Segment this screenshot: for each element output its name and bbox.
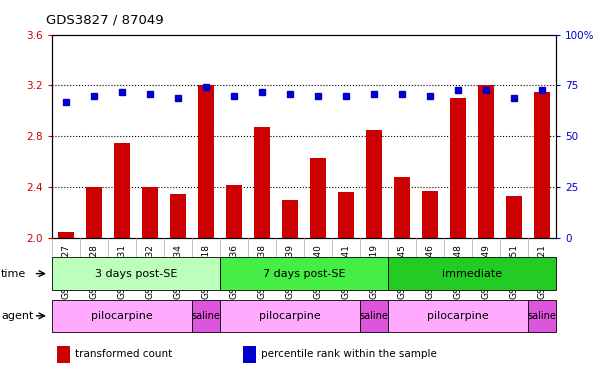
Bar [310,158,326,238]
Bar [57,346,70,363]
Bar [534,92,550,238]
Bar [366,130,382,238]
Bar [170,194,186,238]
Bar [220,257,388,290]
Bar [142,187,158,238]
Bar [192,300,220,332]
Text: transformed count: transformed count [75,349,172,359]
Bar [360,300,388,332]
Bar [198,86,214,238]
Bar [243,346,256,363]
Text: GDS3827 / 87049: GDS3827 / 87049 [46,13,164,26]
Text: immediate: immediate [442,268,502,279]
Text: pilocarpine: pilocarpine [91,311,153,321]
Text: 7 days post-SE: 7 days post-SE [263,268,345,279]
Text: pilocarpine: pilocarpine [259,311,321,321]
Bar [58,232,74,238]
Bar [478,86,494,238]
Bar [394,177,410,238]
Bar [282,200,298,238]
Text: time: time [1,268,26,279]
Bar [52,257,220,290]
Bar [254,127,269,238]
Text: saline: saline [359,311,389,321]
Bar [450,98,466,238]
Text: percentile rank within the sample: percentile rank within the sample [261,349,437,359]
Bar [388,300,528,332]
Bar [388,257,556,290]
Text: saline: saline [191,311,221,321]
Bar [338,192,354,238]
Text: 3 days post-SE: 3 days post-SE [95,268,177,279]
Bar [220,300,360,332]
Text: pilocarpine: pilocarpine [427,311,489,321]
Bar [86,187,101,238]
Bar [528,300,556,332]
Bar [52,300,192,332]
Bar [114,143,130,238]
Bar [226,185,242,238]
Text: saline: saline [527,311,557,321]
Bar [507,196,522,238]
Bar [422,191,437,238]
Text: agent: agent [1,311,34,321]
